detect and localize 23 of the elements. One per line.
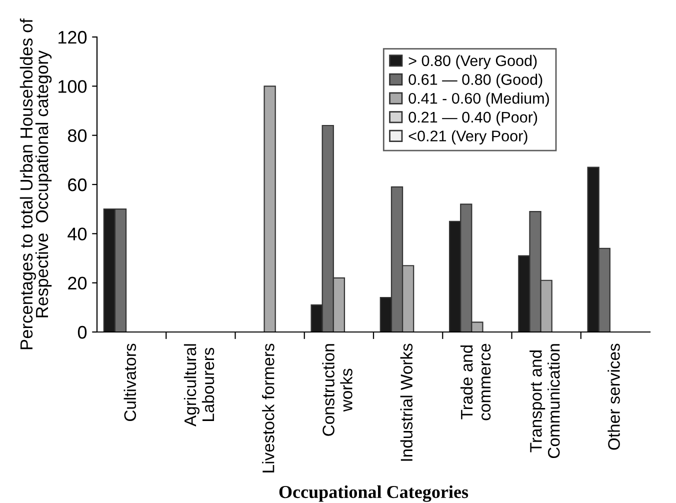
y-tick-label: 0 bbox=[78, 326, 87, 339]
x-tick-label: Trade and commerce bbox=[460, 344, 491, 420]
y-tick-label: 40 bbox=[68, 228, 87, 240]
x-tick-label: Industrial Works bbox=[400, 344, 413, 461]
legend-label: <0.21 (Very Poor) bbox=[408, 130, 528, 144]
x-tick-label: Agricultural Labourers bbox=[184, 344, 214, 426]
y-tick-label: 120 bbox=[58, 30, 87, 44]
y-tick-label: 20 bbox=[68, 276, 87, 290]
x-tick-label: Cultivators bbox=[124, 344, 136, 421]
legend-label: 0.21 — 0.40 (Poor) bbox=[408, 111, 538, 126]
x-axis-title: Occupational Categories bbox=[279, 485, 468, 502]
bar bbox=[264, 86, 276, 332]
y-tick-label: 60 bbox=[68, 178, 87, 192]
y-tick-label: 100 bbox=[58, 80, 87, 93]
legend-label: 0.41 - 0.60 (Medium) bbox=[408, 92, 549, 107]
x-tick-label: Other services bbox=[608, 344, 620, 450]
y-axis-title: Percentages to total Urban Householdes of Respective Occupational category bbox=[20, 18, 52, 350]
y-tick-label: 80 bbox=[68, 129, 87, 142]
x-tick-label: Transport and Communication bbox=[530, 344, 560, 458]
x-tick-label: Construction works bbox=[322, 344, 352, 436]
legend-label: > 0.80 (Very Good) bbox=[408, 54, 537, 70]
legend-label: 0.61 — 0.80 (Good) bbox=[408, 74, 542, 88]
x-tick-label: Livestock formers bbox=[262, 344, 274, 472]
